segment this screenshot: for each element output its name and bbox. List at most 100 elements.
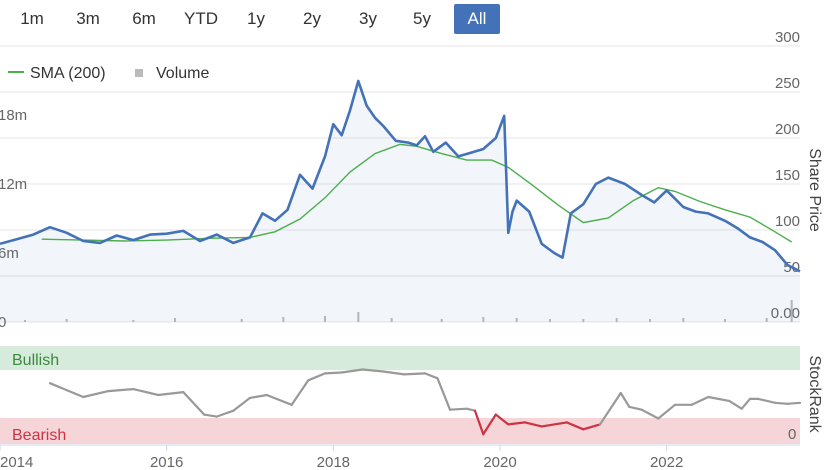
x-tick-label: 2022 <box>650 454 683 470</box>
stockrank-segment <box>436 377 452 411</box>
volume-bar <box>65 319 68 322</box>
volume-bar <box>582 319 585 322</box>
stockrank-segment <box>423 372 439 380</box>
range-button-all[interactable]: All <box>454 4 500 34</box>
x-tick-label: 2018 <box>317 454 350 470</box>
bullish-label: Bullish <box>12 352 59 369</box>
stockrank-segment <box>48 382 68 392</box>
volume-bar <box>515 318 518 322</box>
price-tick-label: 150 <box>775 167 800 184</box>
price-tick-label: 0.00 <box>771 305 800 322</box>
stockrank-segment <box>786 401 802 405</box>
stockrank-segment <box>507 421 527 426</box>
volume-bar <box>765 318 768 322</box>
volume-bar <box>682 318 685 322</box>
stockrank-segment <box>494 413 510 426</box>
stockrank-segment <box>361 368 385 373</box>
price-tick-label: 250 <box>775 75 800 92</box>
stockrank-segment <box>523 421 543 428</box>
range-button-3y[interactable]: 3y <box>359 9 377 28</box>
stockrank-segment <box>403 372 427 376</box>
volume-bar <box>482 317 485 322</box>
legend-volume-label[interactable]: Volume <box>156 65 209 82</box>
stockrank-segment <box>82 390 110 399</box>
volume-bar <box>440 319 443 322</box>
volume-bar <box>174 318 176 322</box>
volume-axis: 0 6m 12m 18m <box>0 107 27 331</box>
volume-bar <box>324 316 326 322</box>
volume-bar <box>549 319 551 322</box>
bearish-band <box>0 418 800 444</box>
volume-bar <box>649 319 651 322</box>
volume-bar <box>132 320 135 322</box>
volume-bar <box>390 318 393 322</box>
x-tick-label: 2020 <box>483 454 516 470</box>
range-button-2y[interactable]: 2y <box>303 9 321 28</box>
stockrank-segment <box>657 403 677 420</box>
stockrank-segment <box>382 370 406 376</box>
stockrank-segment <box>690 395 710 406</box>
volume-bar <box>357 312 360 322</box>
volume-tick-label: 18m <box>0 107 27 124</box>
volume-tick-label: 0 <box>0 314 6 331</box>
stockrank-segment <box>740 397 752 410</box>
volume-bar <box>790 300 793 322</box>
stockrank-segment <box>182 391 206 416</box>
stockrank-segment <box>265 393 293 406</box>
stockrank-segment <box>157 391 185 397</box>
stockrank-segment <box>640 408 660 420</box>
stockrank-segment <box>248 393 268 399</box>
price-axis-title: Share Price <box>806 148 823 232</box>
range-button-1y[interactable]: 1y <box>247 9 265 28</box>
volume-bar <box>615 318 618 322</box>
range-button-1m[interactable]: 1m <box>20 9 44 28</box>
bearish-label: Bearish <box>12 427 66 444</box>
stockrank-segment <box>773 401 789 405</box>
price-line <box>0 79 801 273</box>
stockrank-segment <box>203 413 218 418</box>
stockrank-segment <box>132 388 160 397</box>
stockrank-zero-tick: 0 <box>788 426 796 443</box>
stockrank-segment <box>598 391 622 426</box>
x-tick-label: 2016 <box>150 454 183 470</box>
stockrank-segment <box>340 368 364 374</box>
legend[interactable]: SMA (200) Volume <box>8 65 209 82</box>
volume-bar <box>24 320 26 322</box>
volume-bars <box>24 300 793 322</box>
stockrank-segment <box>323 371 343 375</box>
bullish-band <box>0 346 800 370</box>
stockrank-segment <box>582 423 602 431</box>
stockrank-segment <box>307 372 327 382</box>
stockrank-segment <box>728 399 743 410</box>
stockrank-segment <box>232 396 252 412</box>
stockrank-segment <box>215 409 235 418</box>
volume-tick-label: 12m <box>0 176 27 193</box>
stockrank-segment <box>290 379 310 406</box>
range-button-5y[interactable]: 5y <box>413 9 431 28</box>
stockrank-segment <box>448 407 468 411</box>
price-tick-label: 100 <box>775 213 800 230</box>
stockrank-segment <box>473 409 485 436</box>
stockrank-line <box>48 368 802 436</box>
range-button-3m[interactable]: 3m <box>76 9 100 28</box>
stockrank-segment <box>482 413 497 436</box>
stockrank-segment <box>465 407 477 412</box>
stockrank-segment <box>565 421 585 431</box>
range-button-ytd[interactable]: YTD <box>184 9 218 28</box>
x-axis: 2014 2016 2018 2020 2022 <box>0 445 683 470</box>
volume-bar <box>240 319 243 322</box>
price-tick-label: 300 <box>775 29 800 46</box>
x-tick-label: 2014 <box>0 454 33 470</box>
stockrank-segment <box>107 388 135 393</box>
range-button-6m[interactable]: 6m <box>132 9 156 28</box>
price-area <box>0 81 800 322</box>
stockrank-segment <box>65 389 85 399</box>
stockrank-segment <box>628 405 643 411</box>
stockrank-segment <box>757 397 777 404</box>
price-tick-label: 200 <box>775 121 800 138</box>
volume-bar <box>724 319 726 322</box>
legend-sma-label[interactable]: SMA (200) <box>30 65 106 82</box>
volume-tick-label: 6m <box>0 245 19 262</box>
